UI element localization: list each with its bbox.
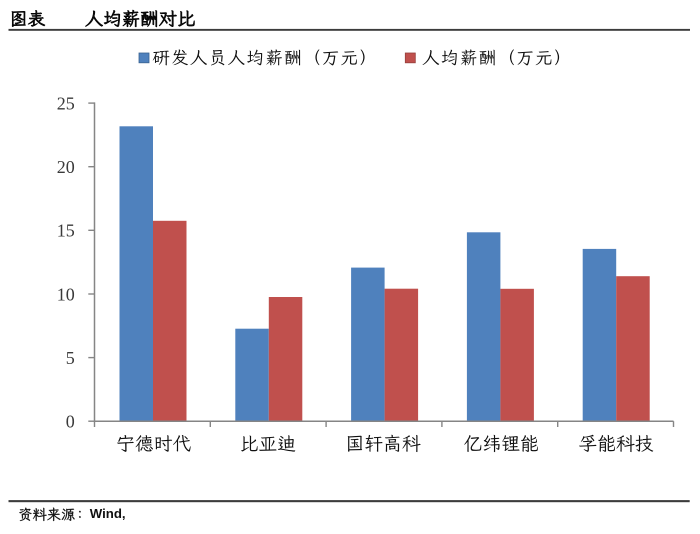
svg-text:5: 5 [66, 348, 75, 368]
svg-text:25: 25 [57, 93, 75, 113]
svg-text:10: 10 [57, 284, 75, 304]
svg-text:20: 20 [57, 157, 75, 177]
svg-text:15: 15 [57, 221, 75, 241]
svg-text:0: 0 [66, 412, 75, 432]
svg-text:Wind,: Wind, [90, 506, 126, 521]
